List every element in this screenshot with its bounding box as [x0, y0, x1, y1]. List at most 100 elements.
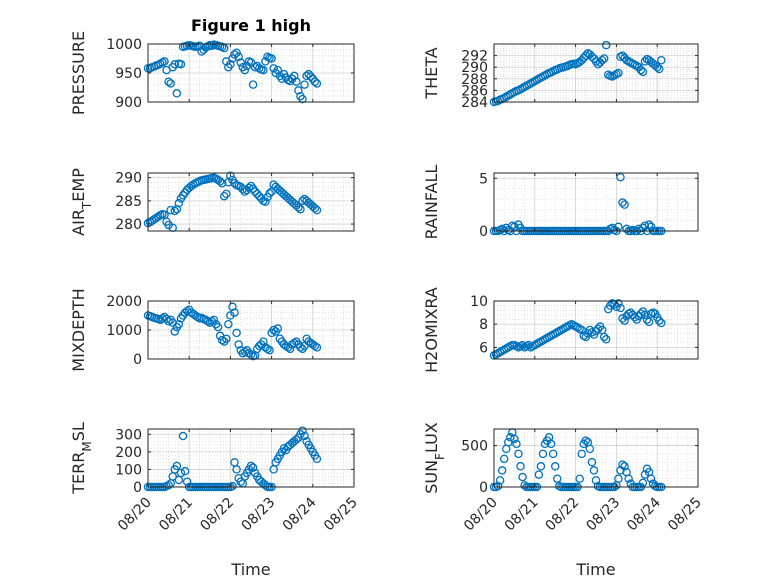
data-point — [552, 474, 562, 483]
data-point — [593, 324, 603, 334]
axes-box — [147, 428, 355, 488]
data-point — [497, 466, 507, 475]
data-point — [577, 449, 586, 459]
data-point — [236, 58, 245, 67]
y-tick-label: 280 — [115, 217, 142, 233]
data-point — [310, 77, 320, 86]
data-point — [296, 343, 305, 352]
y-tick-label: 286 — [461, 83, 488, 99]
data-point — [226, 60, 235, 69]
y-tick-label: 950 — [115, 66, 142, 82]
x-tick-label: 08/21 — [156, 495, 196, 535]
data-point — [269, 325, 278, 335]
data-point — [510, 434, 519, 444]
data-point — [285, 344, 295, 354]
x-tick-label: 08/22 — [197, 495, 237, 535]
data-point — [546, 439, 556, 449]
data-point — [203, 317, 212, 326]
data-point — [620, 200, 629, 209]
data-point — [587, 328, 597, 337]
data-point — [657, 55, 666, 65]
data-point — [587, 457, 597, 467]
data-point — [640, 57, 650, 66]
data-point — [620, 316, 629, 325]
data-point — [614, 222, 623, 232]
data-point — [273, 65, 283, 75]
data-point — [550, 462, 560, 471]
data-point — [172, 89, 182, 98]
y-tick-label: 1000 — [106, 37, 142, 53]
y-tick-label: 200 — [115, 445, 142, 461]
data-point — [622, 224, 631, 234]
data-point — [219, 191, 229, 201]
x-tick-label: 08/25 — [321, 495, 361, 535]
data-point — [654, 316, 664, 325]
plot-area — [494, 44, 698, 102]
data-point — [232, 328, 241, 338]
data-point — [312, 454, 322, 464]
data-point — [172, 461, 182, 471]
data-point — [495, 476, 505, 485]
series-markers — [489, 40, 666, 107]
data-point — [312, 205, 322, 215]
y-axis-label: TERRMSL — [69, 422, 94, 495]
data-point — [230, 308, 239, 317]
data-point — [265, 189, 274, 198]
data-point — [642, 315, 652, 324]
y-axis-label: PRESSURE — [69, 31, 88, 115]
data-point — [166, 79, 175, 88]
data-point — [234, 340, 243, 349]
axes-box — [493, 300, 699, 360]
y-tick-label: 290 — [461, 60, 488, 76]
data-point — [636, 309, 646, 319]
data-point — [618, 314, 627, 323]
y-tick-label: 0 — [479, 224, 488, 240]
y-tick-label: 285 — [115, 194, 142, 210]
data-point — [591, 476, 601, 485]
data-point — [164, 77, 173, 86]
axes-box — [493, 172, 699, 232]
data-point — [232, 465, 241, 474]
data-point — [618, 460, 627, 469]
data-point — [176, 60, 186, 69]
data-point — [180, 466, 190, 476]
y-tick-label: 284 — [461, 95, 488, 111]
data-point — [614, 68, 623, 78]
data-point — [294, 86, 303, 95]
data-point — [518, 472, 527, 482]
data-point — [224, 319, 233, 329]
data-point — [222, 189, 231, 199]
data-point — [630, 312, 640, 322]
data-point — [636, 65, 646, 75]
y-tick-label: 300 — [115, 427, 142, 443]
data-point — [228, 302, 237, 312]
series-markers — [143, 40, 322, 104]
y-axis-label: RAINFALL — [422, 165, 441, 240]
data-point — [499, 454, 509, 464]
data-point — [222, 334, 231, 343]
y-tick-label: 8 — [479, 317, 488, 333]
plot-area — [494, 173, 698, 231]
y-tick-label: 900 — [115, 95, 142, 111]
data-point — [240, 65, 250, 75]
data-point — [620, 462, 629, 471]
data-point — [174, 319, 184, 329]
data-point — [510, 222, 519, 232]
data-point — [213, 322, 223, 332]
data-point — [616, 172, 625, 182]
data-point — [640, 221, 650, 230]
y-tick-label: 0 — [133, 352, 142, 368]
data-point — [306, 72, 315, 81]
data-point — [296, 204, 305, 214]
y-tick-label: 0 — [133, 480, 142, 496]
axes-box — [147, 172, 355, 232]
data-point — [182, 477, 192, 486]
data-point — [246, 350, 256, 359]
x-axis-label: Time — [575, 560, 615, 579]
data-point — [170, 60, 180, 69]
figure-title: Figure 1 high — [191, 16, 311, 35]
data-point — [601, 40, 611, 50]
data-point — [599, 332, 609, 342]
